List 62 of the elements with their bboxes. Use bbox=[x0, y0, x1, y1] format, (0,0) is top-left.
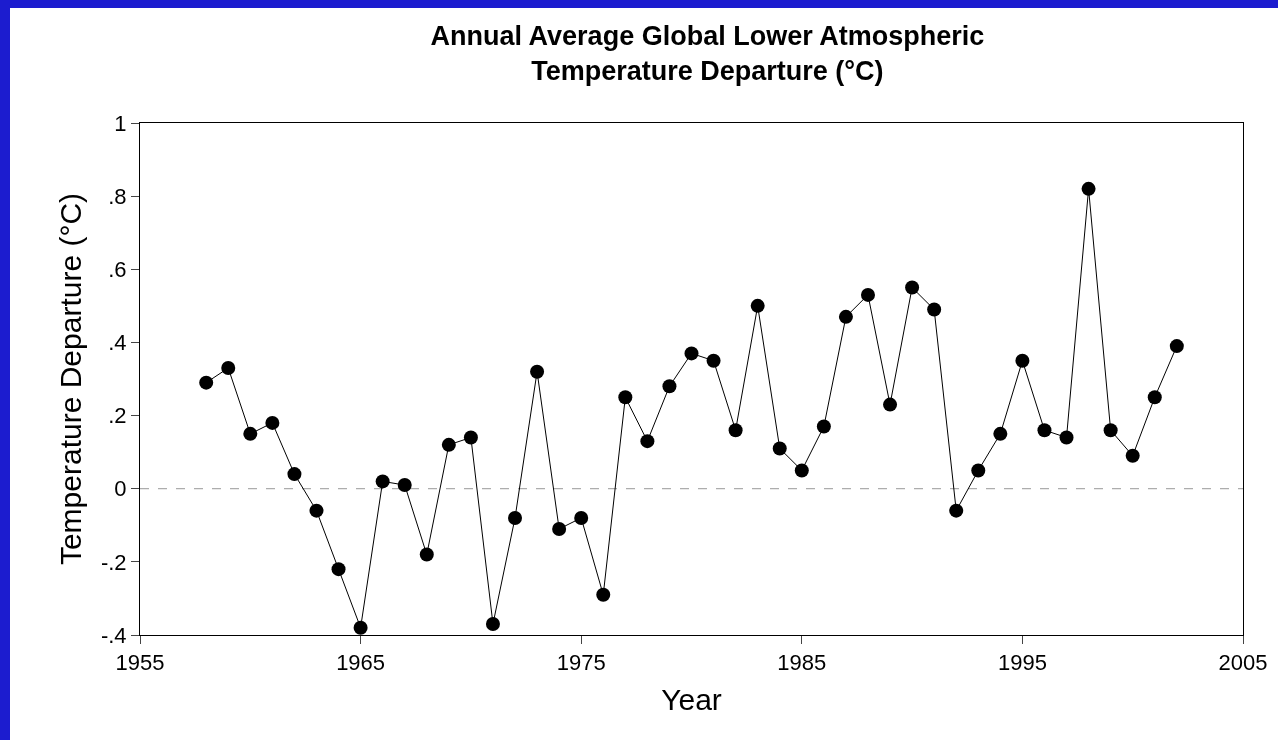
point bbox=[1147, 390, 1162, 405]
point bbox=[353, 620, 368, 635]
y-tick-label: .6 bbox=[108, 256, 127, 282]
point bbox=[265, 415, 280, 430]
point bbox=[441, 437, 456, 452]
point bbox=[331, 562, 346, 577]
point bbox=[419, 547, 434, 562]
point bbox=[971, 463, 986, 478]
x-tick-label: 1995 bbox=[997, 650, 1047, 676]
point bbox=[794, 463, 809, 478]
point bbox=[684, 346, 699, 361]
point bbox=[706, 353, 721, 368]
point bbox=[1081, 181, 1096, 196]
y-tick-label: 1 bbox=[114, 110, 127, 136]
point bbox=[640, 434, 655, 449]
y-axis-title: Temperature Departure (°C) bbox=[53, 192, 87, 566]
point bbox=[993, 426, 1008, 441]
point bbox=[530, 364, 545, 379]
x-tick-label: 1965 bbox=[336, 650, 386, 676]
point bbox=[1103, 423, 1118, 438]
point bbox=[927, 302, 942, 317]
point bbox=[1125, 448, 1140, 463]
point bbox=[662, 379, 677, 394]
point bbox=[618, 390, 633, 405]
point bbox=[199, 375, 214, 390]
point bbox=[508, 510, 523, 525]
point bbox=[596, 587, 611, 602]
point bbox=[1015, 353, 1030, 368]
point bbox=[883, 397, 898, 412]
point bbox=[243, 426, 258, 441]
point bbox=[463, 430, 478, 445]
y-tick-label: 0 bbox=[114, 476, 127, 502]
point bbox=[552, 521, 567, 536]
point bbox=[309, 503, 324, 518]
point bbox=[860, 287, 875, 302]
x-tick-label: 1955 bbox=[115, 650, 165, 676]
point bbox=[1169, 339, 1184, 354]
point bbox=[287, 467, 302, 482]
point bbox=[838, 309, 853, 324]
point bbox=[905, 280, 920, 295]
point bbox=[1059, 430, 1074, 445]
point bbox=[816, 419, 831, 434]
point bbox=[1037, 423, 1052, 438]
y-tick-label: -.4 bbox=[100, 622, 127, 648]
x-axis-title: Year bbox=[661, 682, 722, 716]
x-tick-label: 1975 bbox=[556, 650, 606, 676]
point bbox=[485, 617, 500, 632]
point bbox=[750, 298, 765, 313]
x-tick-label: 2005 bbox=[1218, 650, 1268, 676]
x-tick-label: 1985 bbox=[777, 650, 827, 676]
point bbox=[375, 474, 390, 489]
y-tick-label: .2 bbox=[108, 403, 127, 429]
y-tick-label: -.2 bbox=[100, 549, 127, 575]
point bbox=[772, 441, 787, 456]
chart-title: Annual Average Global Lower Atmospheric Temperature Departure (°C) bbox=[430, 20, 985, 86]
y-tick-label: .4 bbox=[108, 330, 127, 356]
point bbox=[574, 510, 589, 525]
point bbox=[397, 478, 412, 493]
point bbox=[728, 423, 743, 438]
y-tick-label: .8 bbox=[108, 183, 127, 209]
point bbox=[949, 503, 964, 518]
point bbox=[221, 361, 236, 376]
